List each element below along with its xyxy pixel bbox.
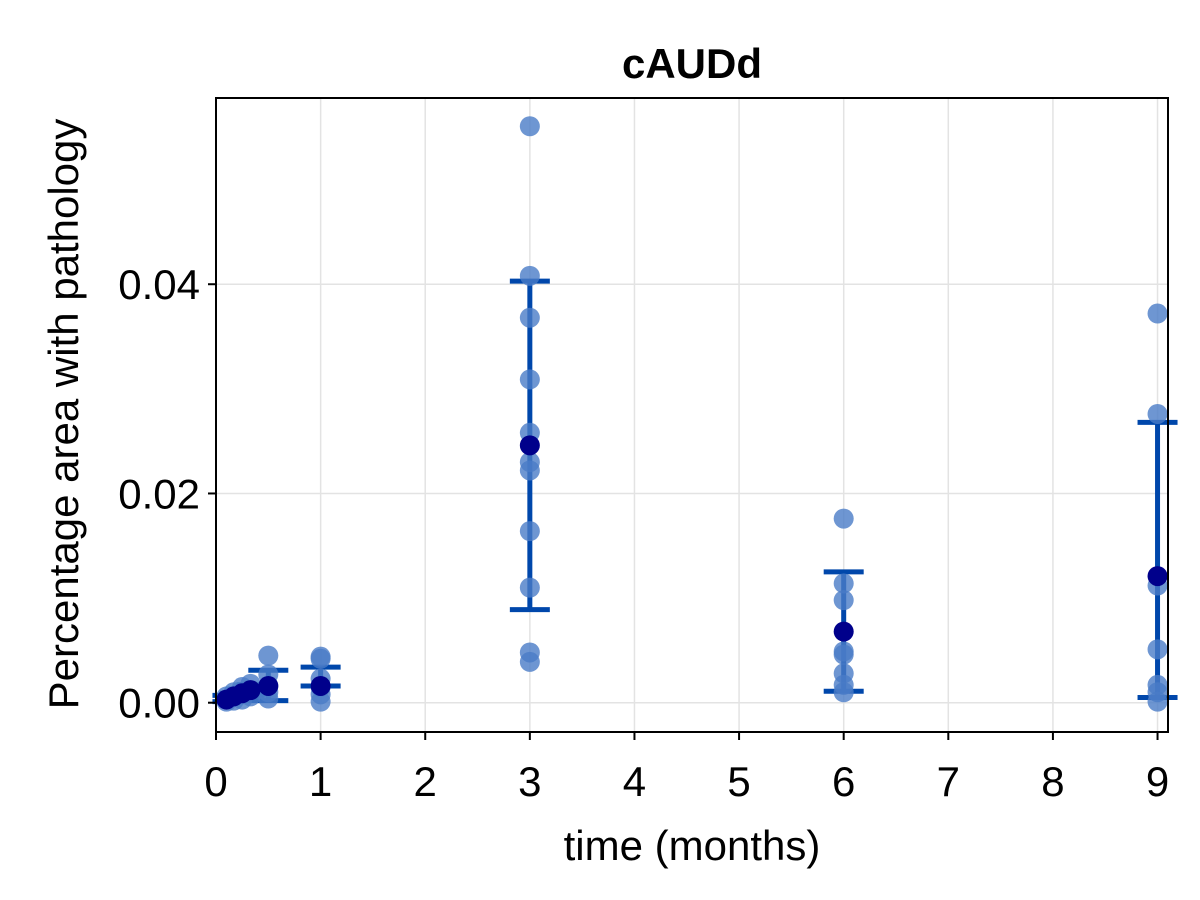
data-point: [833, 590, 854, 611]
mean-marker: [833, 621, 854, 642]
x-tick-label: 9: [1146, 758, 1169, 805]
x-tick-label: 7: [937, 758, 960, 805]
x-tick-label: 4: [623, 758, 646, 805]
mean-marker: [1147, 566, 1168, 587]
errorbars: [212, 278, 1178, 705]
mean-marker: [310, 675, 331, 696]
data-point: [519, 369, 540, 390]
mean-marker: [240, 680, 261, 701]
x-tick-label: 3: [518, 758, 541, 805]
mean-markers: [216, 435, 1168, 710]
data-point: [1147, 691, 1168, 712]
data-point: [519, 116, 540, 137]
x-tick-label: 8: [1041, 758, 1064, 805]
data-point: [1147, 403, 1168, 424]
plot-frame: [215, 97, 1169, 733]
data-point: [833, 682, 854, 703]
data-point: [519, 521, 540, 542]
y-tick-label: 0.02: [118, 470, 200, 517]
data-point: [833, 573, 854, 594]
data-point: [310, 648, 331, 669]
data-point: [519, 577, 540, 598]
data-point: [833, 644, 854, 665]
points: [216, 116, 1168, 712]
axis-ticks: [208, 283, 1159, 740]
y-axis-label: Percentage area with pathology: [40, 119, 87, 710]
y-tick-labels: 0.00 0.02 0.04: [118, 261, 200, 726]
data-point: [519, 307, 540, 328]
x-tick-label: 2: [414, 758, 437, 805]
x-tick-label: 1: [309, 758, 332, 805]
x-tick-label: 6: [832, 758, 855, 805]
chart-title: cAUDd: [622, 40, 762, 87]
y-tick-label: 0.04: [118, 261, 200, 308]
data-point: [519, 460, 540, 481]
data-point: [258, 645, 279, 666]
data-point: [833, 508, 854, 529]
mean-marker: [519, 435, 540, 456]
x-tick-label: 0: [204, 758, 227, 805]
data-point: [519, 265, 540, 286]
data-point: [1147, 303, 1168, 324]
x-tick-label: 5: [727, 758, 750, 805]
data-point: [310, 691, 331, 712]
y-tick-label: 0.00: [118, 680, 200, 727]
grid: [215, 98, 1168, 732]
data-point: [1147, 639, 1168, 660]
x-tick-labels: 0 1 2 3 4 5 6 7 8 9: [204, 758, 1169, 805]
x-axis-label: time (months): [564, 822, 821, 869]
data-point: [519, 651, 540, 672]
mean-marker: [258, 675, 279, 696]
